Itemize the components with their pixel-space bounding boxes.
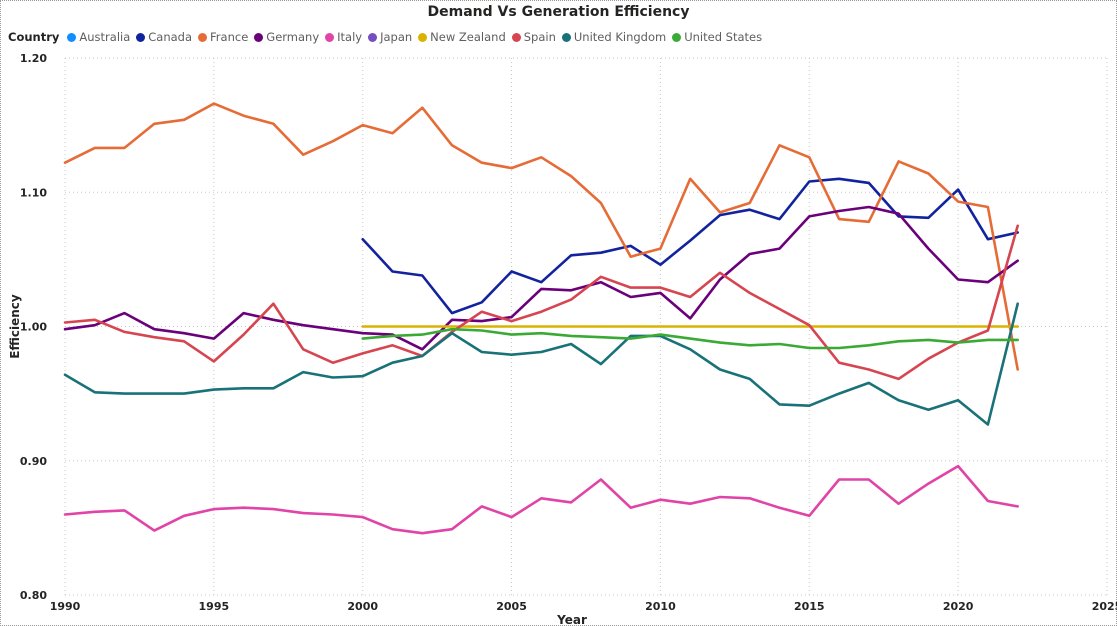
x-tick-label: 1995 — [199, 600, 230, 613]
x-tick-label: 2015 — [794, 600, 825, 613]
x-tick-label: 2010 — [645, 600, 676, 613]
legend-item[interactable]: Spain — [511, 30, 556, 44]
y-tick-label: 1.20 — [20, 52, 47, 65]
legend-label: Italy — [337, 30, 363, 44]
legend-swatch — [198, 32, 208, 42]
legend-swatch — [511, 32, 521, 42]
legend-swatch — [368, 32, 378, 42]
legend-label: Japan — [380, 30, 413, 44]
legend-label: Australia — [79, 30, 131, 44]
legend-item[interactable]: United States — [672, 30, 762, 44]
series-line-canada — [361, 177, 1020, 315]
x-tick-label: 2020 — [943, 600, 974, 613]
legend-label: Canada — [148, 30, 193, 44]
legend-swatch — [325, 32, 335, 42]
legend-swatch — [561, 32, 571, 42]
legend-item[interactable]: Italy — [325, 30, 362, 44]
legend-label: United Kingdom — [573, 30, 667, 44]
legend-swatch — [254, 32, 264, 42]
legend-item[interactable]: Japan — [368, 30, 412, 44]
legend: Country Australia Canada France Germany Ital… — [8, 30, 768, 44]
series-line-united-kingdom — [63, 302, 1020, 426]
legend-item[interactable]: France — [198, 30, 248, 44]
chart-title: Demand Vs Generation Efficiency — [427, 4, 690, 20]
legend-label: Spain — [523, 30, 556, 44]
legend-item[interactable]: Australia — [67, 30, 130, 44]
legend-item[interactable]: Germany — [254, 30, 319, 44]
legend-label: Germany — [266, 30, 320, 44]
legend-swatch — [136, 32, 146, 42]
y-axis-title: Efficiency — [8, 294, 22, 359]
x-tick-label: 2005 — [496, 600, 527, 613]
x-tick-label: 2000 — [347, 600, 378, 613]
legend-swatch — [672, 32, 682, 42]
legend-label: New Zealand — [430, 30, 506, 44]
y-tick-label: 1.00 — [20, 321, 47, 334]
series-line-germany — [63, 205, 1020, 351]
legend-item[interactable]: Canada — [136, 30, 192, 44]
legend-title: Country — [8, 30, 60, 44]
legend-item[interactable]: United Kingdom — [561, 30, 667, 44]
x-tick-label: 1990 — [50, 600, 81, 613]
y-tick-label: 1.10 — [20, 186, 47, 199]
legend-label: France — [210, 30, 249, 44]
y-tick-label: 0.90 — [20, 455, 47, 468]
series-line-spain — [63, 224, 1020, 381]
y-tick-label: 0.80 — [20, 589, 47, 602]
legend-swatch — [67, 32, 77, 42]
series-line-italy — [63, 464, 1020, 535]
legend-swatch — [418, 32, 428, 42]
series-line-united-states — [361, 327, 1020, 350]
legend-item[interactable]: New Zealand — [418, 30, 506, 44]
x-tick-label: 2025 — [1092, 600, 1117, 613]
legend-label: United States — [684, 30, 763, 44]
series-line-france — [63, 102, 1020, 371]
x-axis-title: Year — [556, 613, 587, 626]
